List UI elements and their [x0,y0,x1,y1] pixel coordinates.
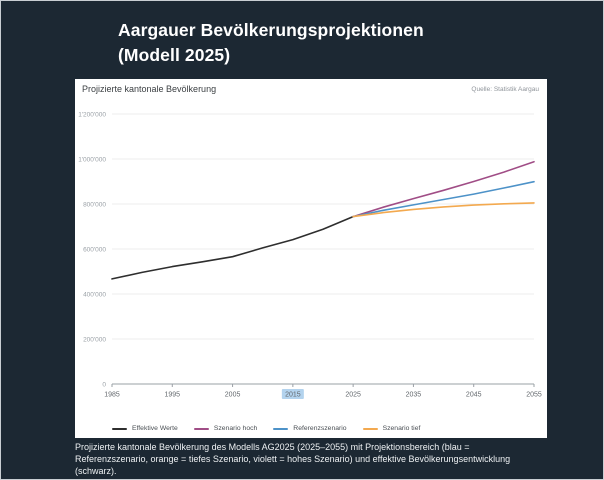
y-axis-tick-label: 800'000 [83,201,106,208]
chart-source: Quelle: Statistik Aargau [471,86,539,93]
series-line-referenzszenario [352,180,535,218]
legend-item-effektive-werte: Effektive Werte [112,425,178,432]
series-line-szenario-tief [352,202,535,218]
y-axis-tick-label: 1'200'000 [78,111,106,118]
legend-line-swatch [112,427,127,430]
x-tick-highlight [281,389,304,399]
legend-item-szenario-hoch: Szenario hoch [193,425,258,432]
x-axis-tick-label: 1985 [104,392,120,399]
series-line-effektive-werte [111,215,354,280]
y-axis-tick-label: 200'000 [83,336,106,343]
y-axis-tick-label: 1'000'000 [78,156,106,163]
legend-line-swatch [362,427,378,430]
legend-label: Szenario tief [382,425,421,432]
y-axis-tick-label: 0 [102,381,106,388]
x-axis-tick-label: 2025 [345,392,361,399]
population-chart: 0 200'000 400'000 600'000 800'000 1'000'000 1'… [78,111,542,399]
y-axis-tick-label: 400'000 [83,291,106,298]
legend-item-referenzszenario: Referenzszenario [273,425,347,432]
x-axis-tick-label: 2015 [285,392,301,399]
series-line-szenario-hoch [352,160,535,218]
legend-label: Referenzszenario [293,425,347,432]
legend-label: Szenario hoch [213,425,258,432]
legend-label: Effektive Werte [132,425,178,432]
legend-item-szenario-tief: Szenario tief [362,425,421,432]
legend-line-swatch [273,427,289,430]
chart-caption: Projizierte kantonale Bevölkerung des Mo… [75,442,511,476]
page-title: Aargauer Bevölkerungsprojektionen (Model… [118,18,424,68]
x-axis-tick-label: 2055 [526,392,542,399]
page-title-line1: Aargauer Bevölkerungsprojektionen [118,20,424,40]
x-axis-tick-label: 1995 [164,392,180,399]
x-axis-tick-label: 2045 [466,392,482,399]
chart-legend: Effektive Werte Szenario hoch Referenzszen… [112,425,420,432]
y-axis-tick-label: 600'000 [83,246,106,253]
chart-panel: Projizierte kantonale Bevölkerung Quelle… [75,79,547,438]
chart-header: Projizierte kantonale Bevölkerung [82,84,217,94]
legend-line-swatch [193,427,209,430]
x-axis-tick-label: 2005 [225,392,241,399]
page-title-line2: (Modell 2025) [118,45,231,65]
x-axis-tick-label: 2035 [406,392,422,399]
